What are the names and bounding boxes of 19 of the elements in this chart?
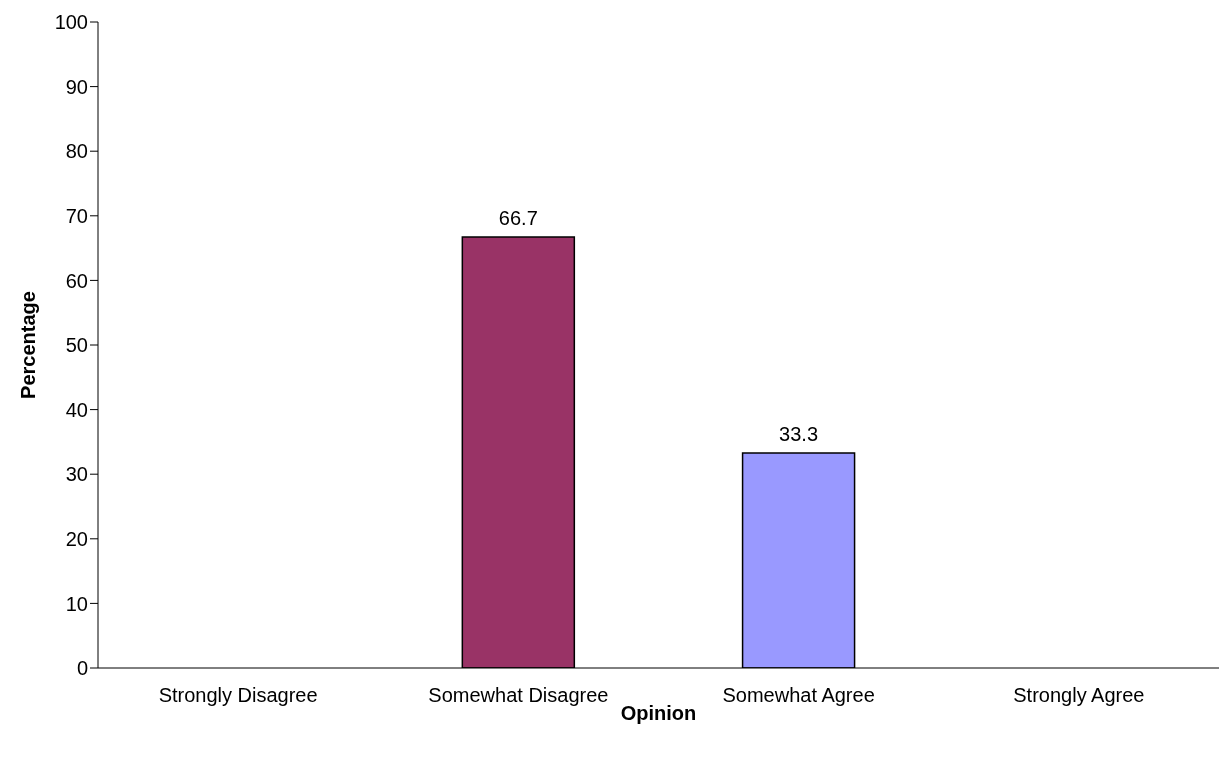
y-tick-label: 50 [65,334,88,357]
data-label: 33.3 [779,422,819,445]
y-tick-label: 60 [65,269,88,292]
y-axis-title: Percentage [17,291,40,399]
y-tick-label: 80 [65,140,88,163]
data-label: 66.7 [498,207,538,230]
x-axis-title: Opinion [620,702,697,724]
x-tick-label: Somewhat Disagree [428,684,609,707]
x-tick-label: Strongly Disagree [158,684,318,707]
y-tick-label: 90 [65,75,88,98]
y-tick-label: 40 [65,398,88,421]
y-tick-label: 20 [65,527,88,550]
y-tick-label: 100 [54,11,88,34]
x-tick-label: Somewhat Agree [722,684,875,707]
x-tick-label: Strongly Agree [1013,684,1145,707]
y-tick-label: 10 [65,592,88,615]
y-tick-label: 0 [76,657,88,680]
y-tick-label: 30 [65,463,88,486]
y-tick-label: 70 [65,204,88,227]
